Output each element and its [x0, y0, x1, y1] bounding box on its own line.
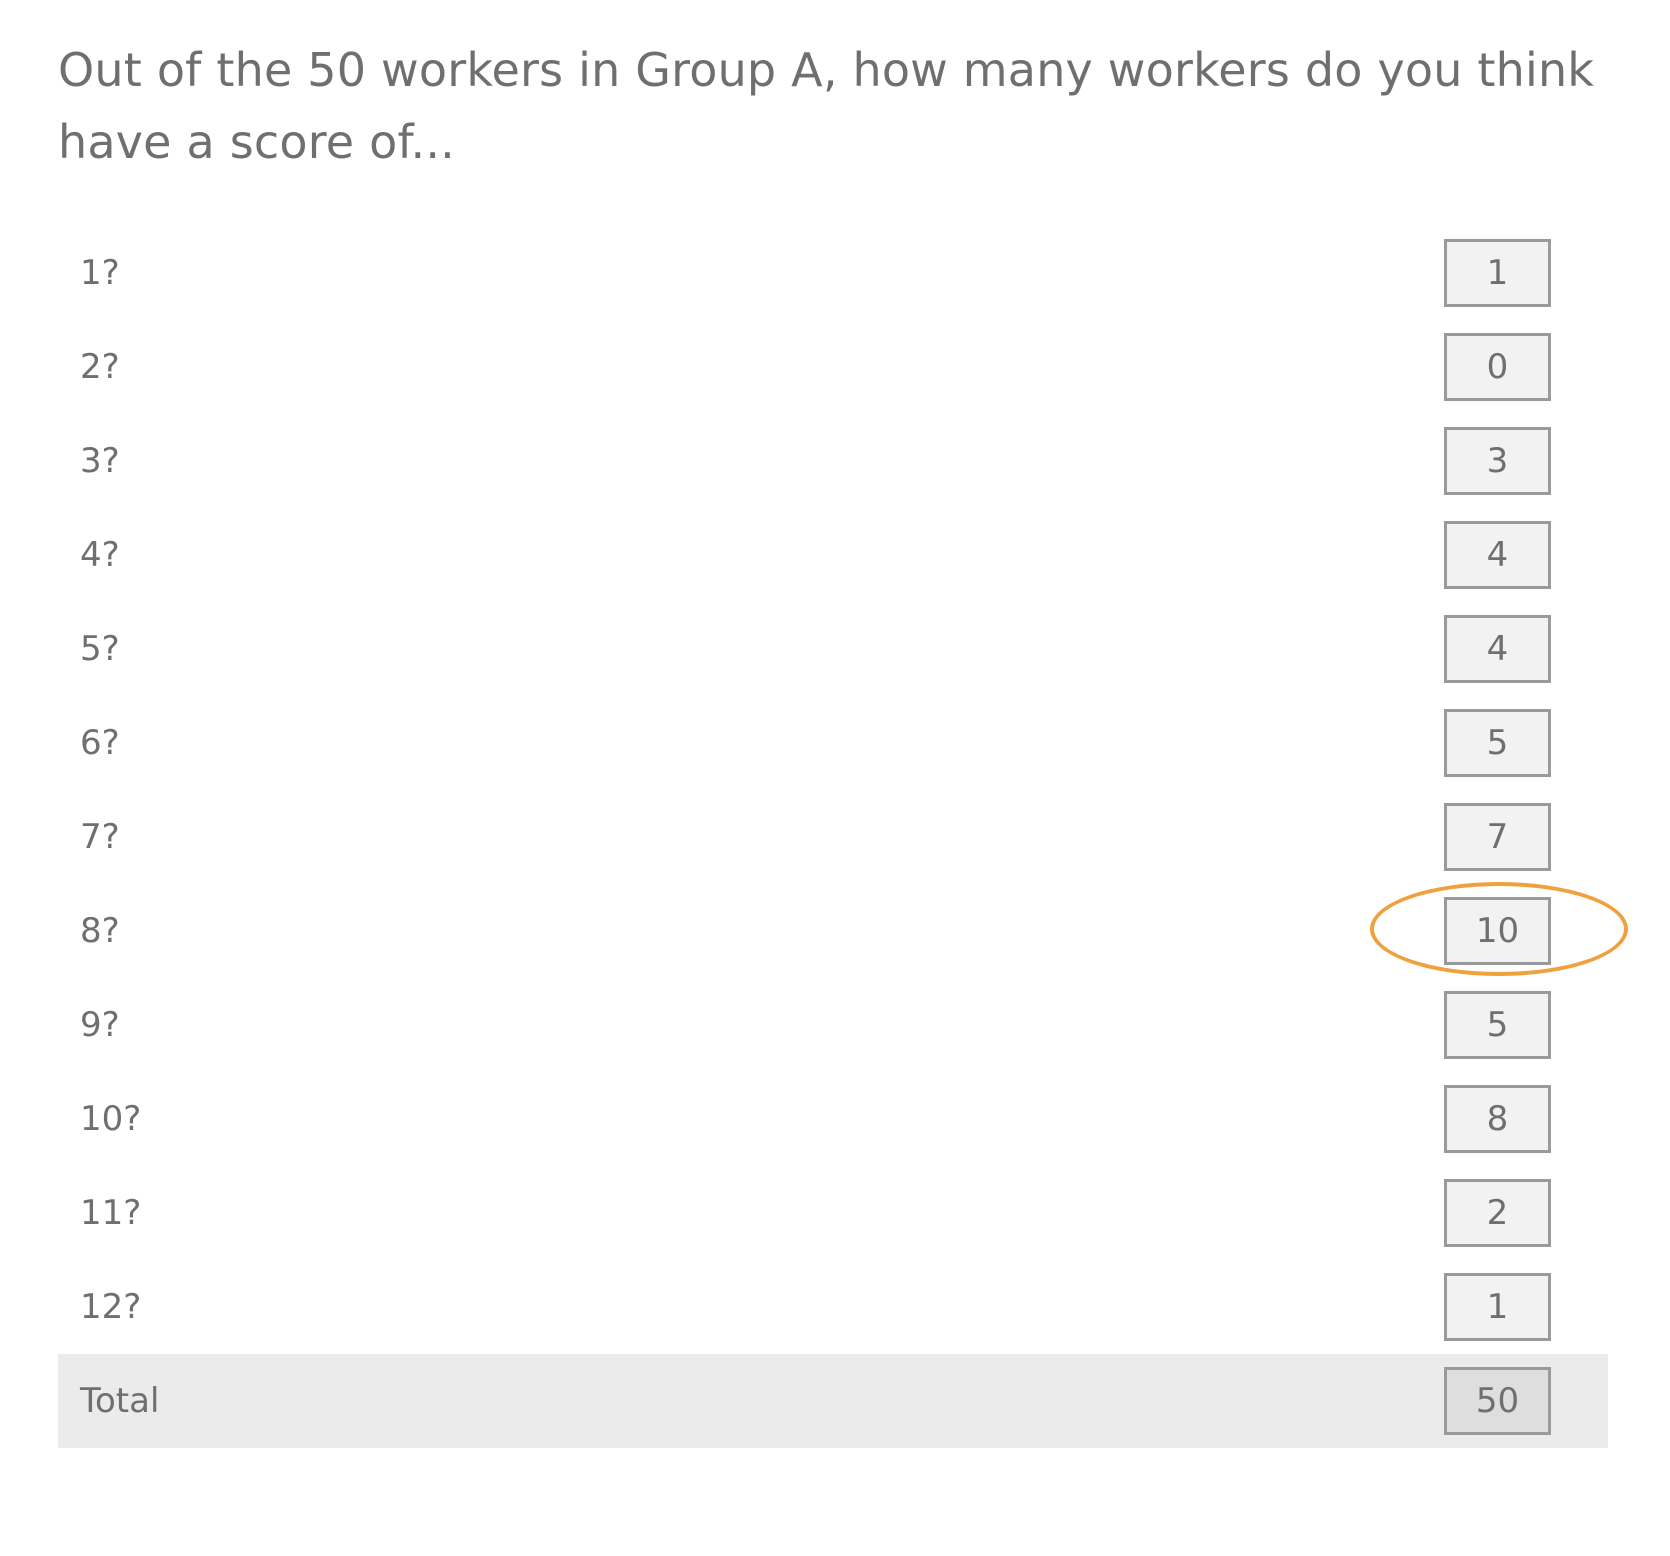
- score-row-11: 11?: [58, 1166, 1608, 1260]
- score-label: 1?: [80, 253, 120, 293]
- total-field: [1444, 1367, 1551, 1435]
- score-row-7: 7?: [58, 790, 1608, 884]
- total-row: Total: [58, 1354, 1608, 1448]
- score-row-4: 4?: [58, 508, 1608, 602]
- score-label: 11?: [80, 1193, 142, 1233]
- score-row-1: 1?: [58, 226, 1608, 320]
- score-input[interactable]: [1444, 897, 1551, 965]
- score-row-12: 12?: [58, 1260, 1608, 1354]
- score-input[interactable]: [1444, 521, 1551, 589]
- score-input[interactable]: [1444, 239, 1551, 307]
- score-label: 7?: [80, 817, 120, 857]
- score-label: 4?: [80, 535, 120, 575]
- score-input[interactable]: [1444, 803, 1551, 871]
- score-input[interactable]: [1444, 1085, 1551, 1153]
- score-row-3: 3?: [58, 414, 1608, 508]
- score-label: 3?: [80, 441, 120, 481]
- score-input[interactable]: [1444, 333, 1551, 401]
- score-row-6: 6?: [58, 696, 1608, 790]
- score-input[interactable]: [1444, 991, 1551, 1059]
- score-label: 8?: [80, 911, 120, 951]
- score-input[interactable]: [1444, 427, 1551, 495]
- score-row-10: 10?: [58, 1072, 1608, 1166]
- score-row-2: 2?: [58, 320, 1608, 414]
- score-row-9: 9?: [58, 978, 1608, 1072]
- score-input[interactable]: [1444, 1179, 1551, 1247]
- score-row-8: 8?: [58, 884, 1608, 978]
- score-label: 2?: [80, 347, 120, 387]
- score-input[interactable]: [1444, 1273, 1551, 1341]
- score-label: 10?: [80, 1099, 142, 1139]
- score-label: 9?: [80, 1005, 120, 1045]
- score-input[interactable]: [1444, 709, 1551, 777]
- score-label: 5?: [80, 629, 120, 669]
- score-label: 6?: [80, 723, 120, 763]
- score-input[interactable]: [1444, 615, 1551, 683]
- total-label: Total: [80, 1381, 160, 1421]
- score-row-5: 5?: [58, 602, 1608, 696]
- score-label: 12?: [80, 1287, 142, 1327]
- score-distribution-form: 1? 2? 3? 4? 5? 6? 7? 8? 9? 10? 11?: [58, 226, 1608, 1448]
- question-text: Out of the 50 workers in Group A, how ma…: [58, 43, 1595, 169]
